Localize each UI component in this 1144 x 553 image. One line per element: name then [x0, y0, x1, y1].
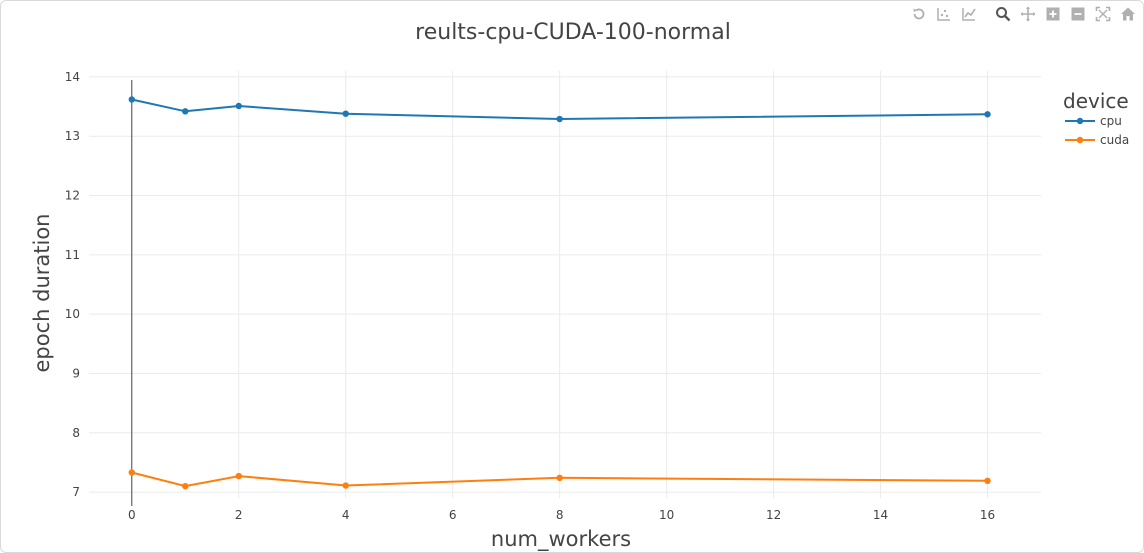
y-tick-label: 14	[65, 70, 80, 84]
zoom-out-button[interactable]	[1067, 3, 1089, 25]
compare-data-button[interactable]	[933, 3, 955, 25]
pan-icon	[1020, 6, 1036, 22]
chart-title: reults-cpu-CUDA-100-normal	[415, 20, 731, 45]
y-tick-label: 8	[72, 426, 80, 440]
data-point-cpu[interactable]	[128, 96, 135, 103]
zoom-icon	[996, 7, 1011, 22]
x-tick-label: 6	[449, 508, 457, 522]
grid	[89, 71, 1041, 498]
y-axis-label: epoch duration	[30, 214, 54, 373]
legend-item-cpu[interactable]: cpu	[1065, 114, 1122, 128]
data-point-cuda[interactable]	[182, 482, 189, 490]
data-point-cuda[interactable]	[128, 469, 135, 476]
plot-area[interactable]	[128, 96, 991, 490]
pan-button[interactable]	[1017, 3, 1039, 25]
autoscale-button[interactable]	[1092, 3, 1114, 25]
y-tick-label: 11	[65, 248, 80, 262]
y-tick-label: 13	[65, 129, 80, 143]
x-tick-label: 0	[128, 508, 136, 522]
y-tick-label: 12	[65, 189, 80, 203]
legend-title: device	[1063, 89, 1129, 113]
series-line-cuda[interactable]	[131, 471, 988, 488]
spike-lines-button[interactable]	[958, 3, 980, 25]
legend-item-cuda[interactable]: cuda	[1065, 133, 1129, 147]
spike-lines-icon	[962, 8, 976, 21]
reset-axes-icon	[913, 8, 925, 20]
x-tick-label: 2	[235, 508, 243, 522]
x-tick-label: 4	[342, 508, 350, 522]
x-tick-label: 12	[766, 508, 781, 522]
legend-label: cpu	[1100, 114, 1122, 128]
y-tick-label: 9	[72, 366, 80, 380]
data-point-cuda[interactable]	[342, 482, 349, 489]
x-tick-label: 14	[873, 508, 888, 522]
data-point-cuda[interactable]	[235, 472, 242, 480]
zoom-in-icon	[1046, 7, 1060, 21]
zoom-button[interactable]	[992, 3, 1014, 25]
zoom-out-icon	[1071, 7, 1085, 21]
data-point-cpu[interactable]	[556, 115, 563, 123]
legend-swatch-marker	[1076, 117, 1084, 125]
x-axis-label: num_workers	[491, 527, 631, 552]
home-icon	[1121, 7, 1135, 21]
data-point-cpu[interactable]	[984, 111, 991, 118]
legend-label: cuda	[1100, 133, 1129, 147]
data-point-cuda[interactable]	[556, 474, 563, 482]
x-tick-label: 16	[980, 508, 995, 522]
data-point-cpu[interactable]	[182, 108, 189, 115]
x-tick-label: 8	[556, 508, 564, 522]
series-line-cpu[interactable]	[131, 98, 988, 121]
axes: 7 8 9 10 11 12 13 14 0 2 4 6 8 10 12 14 16	[65, 70, 995, 522]
home-button[interactable]	[1117, 3, 1139, 25]
data-point-cuda[interactable]	[984, 477, 991, 485]
modebar	[908, 3, 1139, 25]
data-point-cpu[interactable]	[235, 102, 242, 110]
x-tick-label: 10	[659, 508, 674, 522]
data-point-cpu[interactable]	[342, 110, 349, 117]
y-tick-label: 10	[65, 307, 80, 321]
y-tick-label: 7	[72, 485, 80, 499]
legend[interactable]: device cpu cuda	[1063, 89, 1129, 147]
reset-axes-button[interactable]	[908, 3, 930, 25]
compare-data-icon	[937, 8, 950, 21]
zoom-in-button[interactable]	[1042, 3, 1064, 25]
autoscale-icon	[1095, 6, 1111, 22]
legend-swatch-marker	[1076, 136, 1084, 144]
